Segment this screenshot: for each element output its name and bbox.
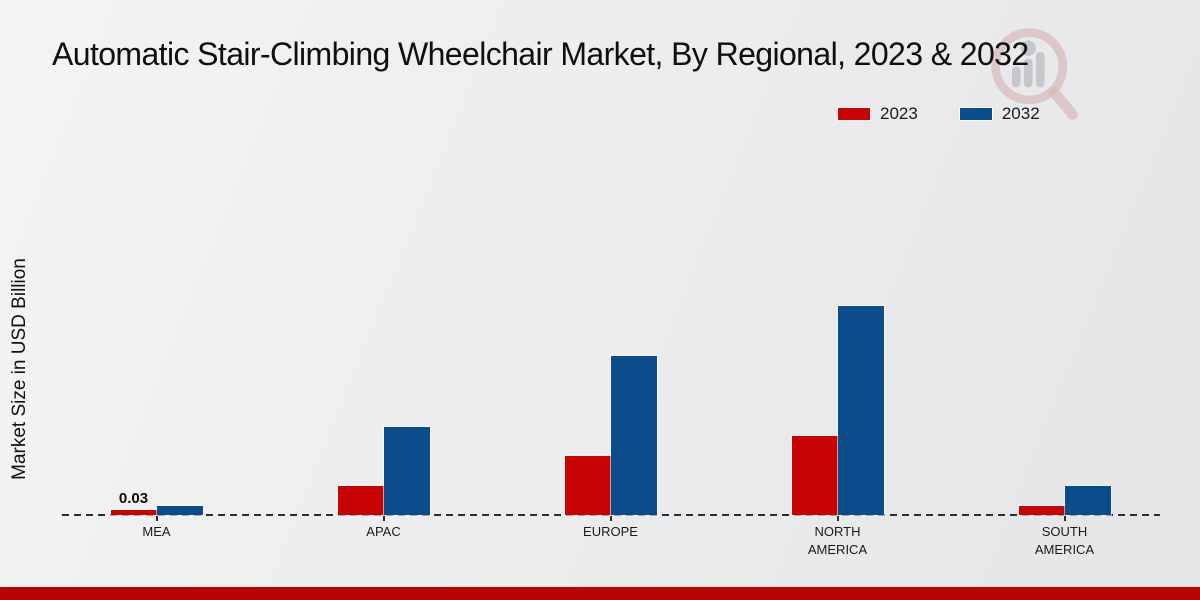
legend-label: 2023 [880, 104, 918, 123]
x-axis-category-label: EUROPE [583, 524, 638, 539]
bar-2023-north-america [790, 435, 839, 516]
footer-accent-bar [0, 587, 1200, 600]
bar-2032-south-america [1063, 484, 1112, 516]
x-axis-category-label: APAC [366, 524, 401, 539]
bar-2023-south-america [1017, 504, 1066, 516]
legend: 2023 2032 [837, 104, 1040, 124]
chart-title: Automatic Stair-Climbing Wheelchair Mark… [52, 36, 1029, 72]
bar-2032-north-america [836, 305, 885, 516]
bar-2032-apac [382, 426, 431, 516]
bar-value-label: 0.03 [118, 489, 149, 507]
legend-swatch-icon [958, 107, 993, 121]
x-axis-tick [836, 514, 839, 521]
x-axis-category-label: MEA [142, 524, 171, 539]
x-axis-tick [609, 514, 612, 521]
x-axis-category-label: SOUTH AMERICA [1034, 524, 1095, 557]
x-axis-category-label: NORTH AMERICA [807, 524, 868, 557]
x-axis-tick [382, 514, 385, 521]
x-axis-tick [155, 514, 158, 521]
x-axis-tick [1063, 514, 1066, 521]
bar-2032-europe [609, 354, 658, 516]
bar-2023-apac [336, 484, 385, 516]
bar-2023-europe [563, 455, 612, 516]
legend-swatch-icon [837, 107, 871, 121]
legend-item-2023: 2023 [837, 104, 918, 124]
mrfr-logo-watermark-icon [991, 28, 1078, 120]
legend-item-2032: 2032 [958, 104, 1040, 124]
legend-label: 2032 [1001, 104, 1040, 123]
bar-2032-mea [155, 504, 204, 516]
bar-2023-mea [109, 508, 158, 517]
y-axis-label: Market Size in USD Billion [9, 258, 30, 480]
